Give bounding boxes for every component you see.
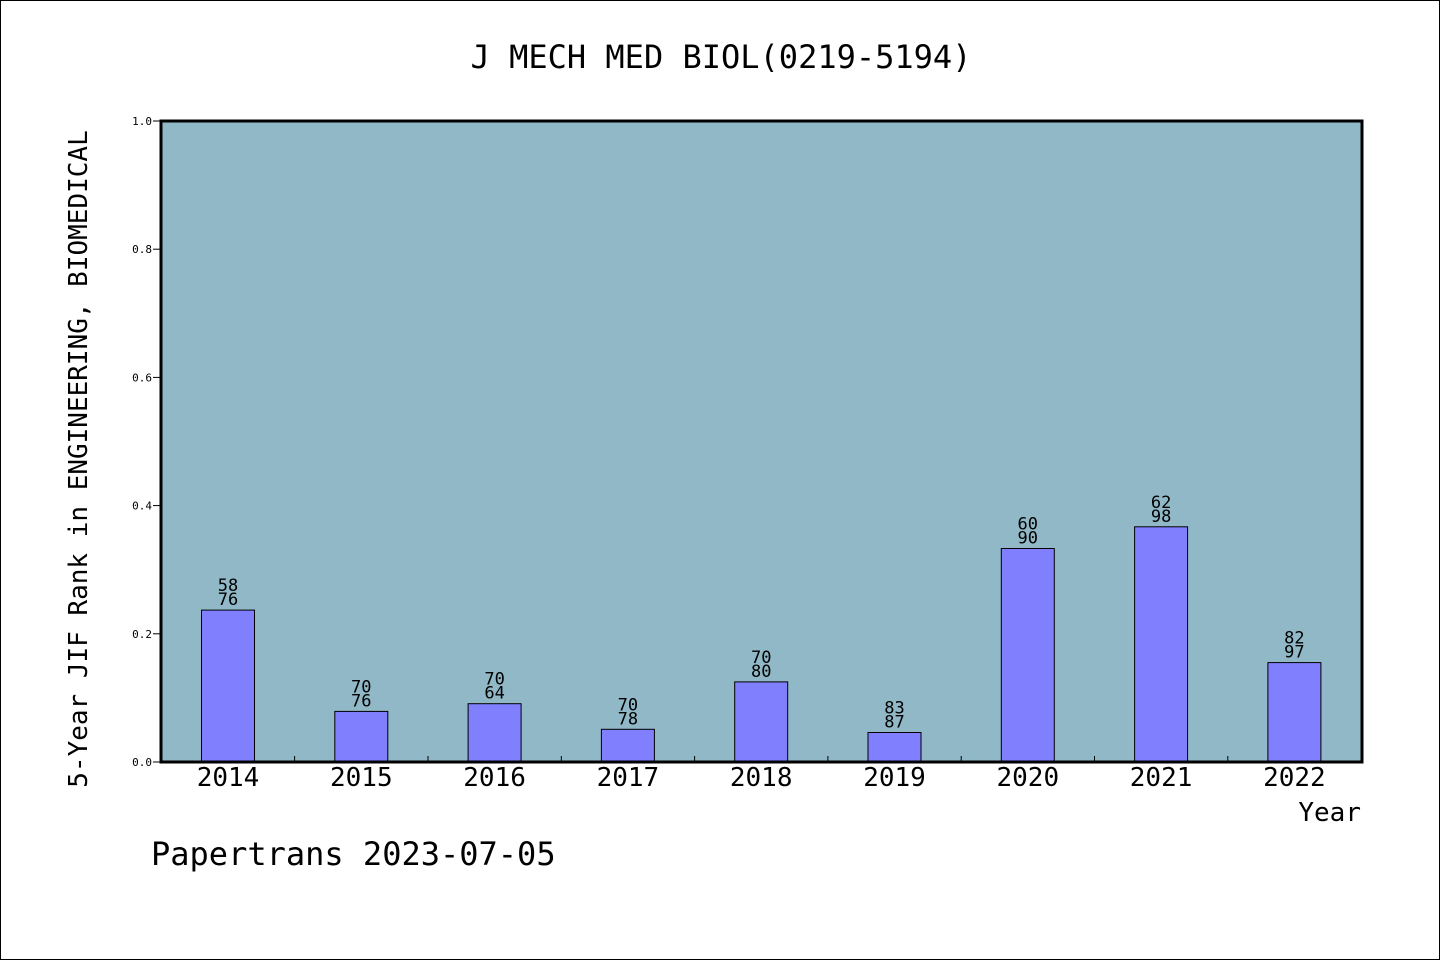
bar-2014 — [201, 609, 255, 763]
bar-label-bottom-2016: 64 — [484, 684, 504, 704]
y-axis-title: 5-Year JIF Rank in ENGINEERING, BIOMEDIC… — [64, 130, 94, 787]
bar-label-top-2020: 60 — [1018, 515, 1038, 535]
x-axis-title: Year — [1298, 798, 1361, 828]
y-tick-label-3: 0.6 — [132, 371, 152, 384]
y-tick-label-5: 1.0 — [132, 115, 152, 128]
x-tick-label-2022: 2022 — [1263, 763, 1326, 793]
bar-label-bottom-2022: 97 — [1284, 643, 1304, 663]
x-tick-label-2015: 2015 — [330, 763, 393, 793]
x-tick-label-2019: 2019 — [863, 763, 926, 793]
bar-label-bottom-2021: 98 — [1151, 507, 1171, 527]
chart-title: J MECH MED BIOL(0219-5194) — [471, 38, 972, 76]
bar-2017 — [600, 728, 655, 763]
watermark-text: Papertrans 2023-07-05 — [151, 835, 556, 873]
plot-frame — [159, 119, 1364, 764]
bar-2018 — [734, 681, 789, 763]
bar-label-bottom-2015: 76 — [351, 691, 371, 711]
bar-label-bottom-2018: 80 — [751, 662, 771, 682]
bar-label-top-2014: 58 — [218, 576, 238, 596]
bar-label-top-2018: 70 — [751, 648, 771, 668]
bar-2020 — [1000, 548, 1055, 763]
bar-label-top-2022: 82 — [1284, 629, 1304, 649]
bar-label-bottom-2017: 78 — [618, 709, 638, 729]
bar-label-top-2019: 83 — [884, 699, 904, 719]
bar-2021 — [1134, 526, 1189, 763]
bar-label-top-2015: 70 — [351, 677, 371, 697]
y-tick-label-4: 0.8 — [132, 243, 152, 256]
x-tick-label-2021: 2021 — [1130, 763, 1193, 793]
bar-label-top-2021: 62 — [1151, 493, 1171, 513]
ticks-layer: 2014 2015 2016 2017 2018 2019 2020 2021 2022 0.0 0… — [132, 115, 1326, 793]
x-tick-label-2016: 2016 — [463, 763, 526, 793]
x-tick-label-2020: 2020 — [996, 763, 1059, 793]
bar-2015 — [334, 710, 389, 763]
bar-label-bottom-2019: 87 — [884, 713, 904, 733]
bar-label-top-2016: 70 — [484, 670, 504, 690]
y-tick-label-2: 0.4 — [132, 500, 152, 513]
x-tick-label-2018: 2018 — [730, 763, 793, 793]
bar-label-bottom-2014: 76 — [218, 590, 238, 610]
y-tick-label-1: 0.2 — [132, 628, 152, 641]
bar-2019 — [867, 732, 922, 763]
x-tick-label-2014: 2014 — [197, 763, 260, 793]
x-tick-label-2017: 2017 — [597, 763, 660, 793]
bar-2016 — [467, 703, 522, 763]
bar-label-top-2017: 70 — [618, 695, 638, 715]
bar-label-bottom-2020: 90 — [1018, 529, 1038, 549]
bar-2022 — [1267, 662, 1322, 763]
y-tick-label-0: 0.0 — [132, 756, 152, 769]
